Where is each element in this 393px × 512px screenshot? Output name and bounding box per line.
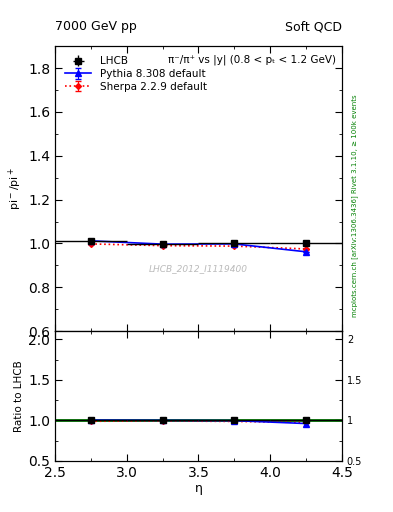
Text: LHCB_2012_I1119400: LHCB_2012_I1119400 [149, 264, 248, 273]
Text: 7000 GeV pp: 7000 GeV pp [55, 20, 137, 33]
Y-axis label: Ratio to LHCB: Ratio to LHCB [14, 360, 24, 432]
Legend: LHCB, Pythia 8.308 default, Sherpa 2.2.9 default: LHCB, Pythia 8.308 default, Sherpa 2.2.9… [60, 51, 212, 97]
Text: Rivet 3.1.10, ≥ 100k events: Rivet 3.1.10, ≥ 100k events [352, 94, 358, 193]
Text: π⁻/π⁺ vs |y| (0.8 < pₜ < 1.2 GeV): π⁻/π⁺ vs |y| (0.8 < pₜ < 1.2 GeV) [168, 55, 336, 65]
Y-axis label: pi$^-$/pi$^+$: pi$^-$/pi$^+$ [7, 167, 24, 210]
Text: Soft QCD: Soft QCD [285, 20, 342, 33]
X-axis label: η: η [195, 482, 202, 496]
Text: mcplots.cern.ch [arXiv:1306.3436]: mcplots.cern.ch [arXiv:1306.3436] [352, 195, 358, 317]
